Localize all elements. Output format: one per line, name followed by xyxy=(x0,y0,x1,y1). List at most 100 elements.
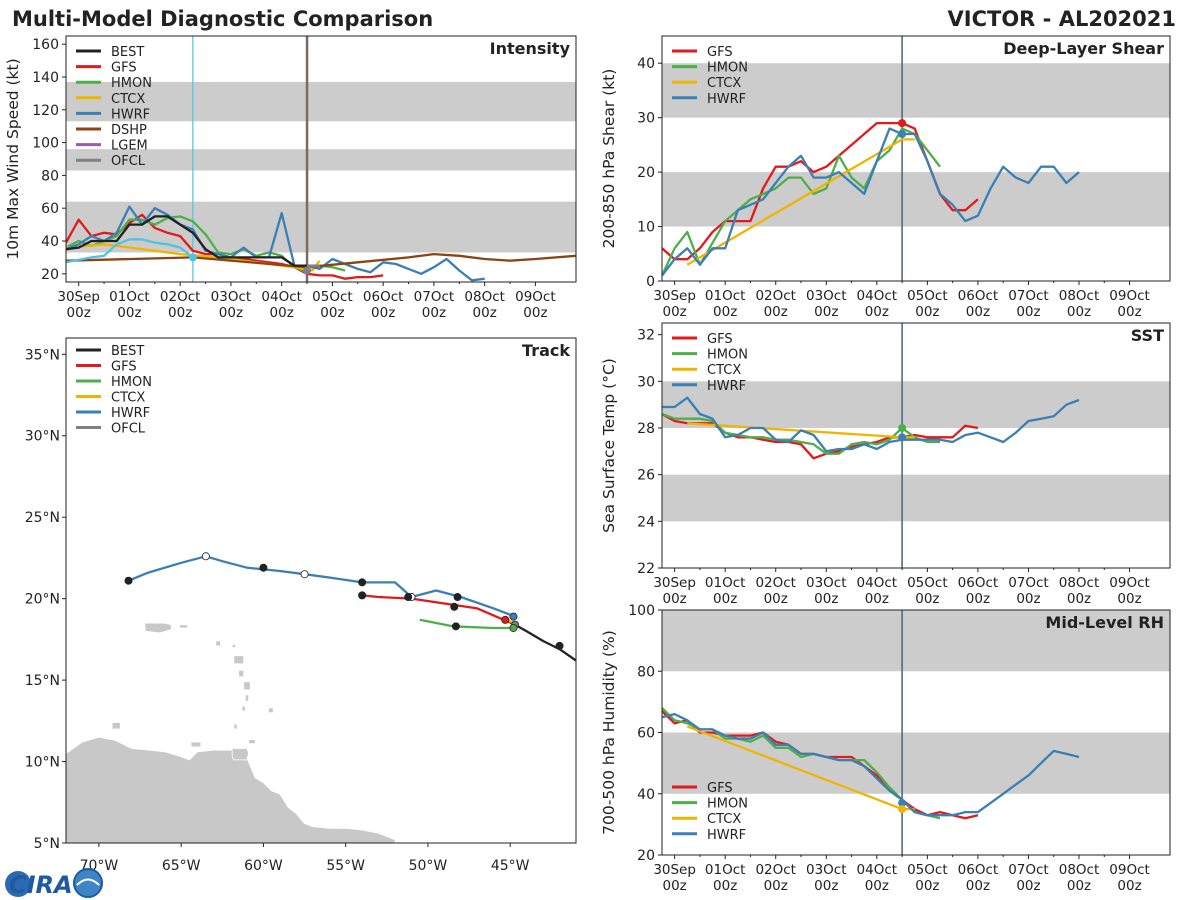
intensity-legend-label-hmon: HMON xyxy=(111,76,152,91)
rh-legend-label-gfs: GFS xyxy=(707,781,733,796)
shear-legend-label-hmon: HMON xyxy=(707,61,748,76)
shear-xtick-date: 05Oct xyxy=(907,288,948,304)
land-trinidad xyxy=(231,748,250,761)
intensity-xtick-date: 02Oct xyxy=(160,289,201,305)
sst-xtick-date: 01Oct xyxy=(705,575,746,591)
cira-logo: CIRA xyxy=(5,868,103,899)
track-title: Track xyxy=(522,341,570,360)
sst-band-0 xyxy=(662,474,1170,522)
track-xtick-label: 55°W xyxy=(326,858,365,874)
land-south-america xyxy=(66,736,396,843)
track-ytick-label: 30°N xyxy=(25,429,60,445)
shear-xtick-hour: 00z xyxy=(663,304,687,320)
sst-xtick-hour: 00z xyxy=(865,591,889,607)
intensity-xtick-date: 04Oct xyxy=(261,289,302,305)
track-xtick-label: 60°W xyxy=(244,858,283,874)
shear-xtick-date: 06Oct xyxy=(958,288,999,304)
sst-xtick-date: 03Oct xyxy=(806,575,847,591)
rh-title: Mid-Level RH xyxy=(1045,613,1164,632)
intensity-xtick-date: 01Oct xyxy=(109,289,150,305)
track-marker xyxy=(450,602,459,611)
track-ytick-label: 15°N xyxy=(25,673,60,689)
shear-xtick-date: 02Oct xyxy=(755,288,796,304)
track-marker xyxy=(259,563,268,572)
shear-xtick-hour: 00z xyxy=(966,304,990,320)
rh-ytick-label: 40 xyxy=(637,787,655,803)
logo-wave-icon xyxy=(76,878,100,886)
shear-panel: 01020304030Sep00z01Oct00z02Oct00z03Oct00… xyxy=(600,35,1171,320)
land-guadeloupe xyxy=(233,655,245,665)
intensity-legend-label-gfs: GFS xyxy=(111,61,137,76)
land-margarita xyxy=(190,741,202,748)
intensity-xtick-hour: 00z xyxy=(371,305,395,321)
land-st-kitts xyxy=(215,640,222,647)
intensity-band-1 xyxy=(66,149,576,171)
rh-ylabel: 700-500 hPa Humidity (%) xyxy=(600,630,618,835)
storm-id: VICTOR - AL202021 xyxy=(948,7,1176,31)
track-legend-label-hwrf: HWRF xyxy=(111,406,150,421)
shear-frame xyxy=(661,35,1171,282)
intensity-xtick-hour: 00z xyxy=(422,305,446,321)
shear-xtick-hour: 00z xyxy=(814,304,838,320)
rh-panel: 2040608010030Sep00z01Oct00z02Oct00z03Oct… xyxy=(600,603,1171,894)
track-marker xyxy=(358,578,367,587)
track-marker xyxy=(453,593,462,602)
land-martinique xyxy=(243,681,251,691)
track-ytick-label: 10°N xyxy=(25,755,60,771)
sst-title: SST xyxy=(1131,326,1164,345)
sst-legend-label-gfs: GFS xyxy=(707,332,733,347)
track-ytick-label: 20°N xyxy=(25,592,60,608)
shear-xtick-date: 01Oct xyxy=(705,288,746,304)
intensity-xtick-hour: 00z xyxy=(168,305,192,321)
intensity-frame xyxy=(65,35,577,283)
rh-ytick-label: 60 xyxy=(637,726,655,742)
logo-text: CIRA xyxy=(9,871,73,899)
rh-xtick-date: 02Oct xyxy=(755,862,796,878)
rh-xtick-hour: 00z xyxy=(713,878,737,894)
intensity-ytick-label: 20 xyxy=(41,267,59,283)
sst-xtick-date: 08Oct xyxy=(1059,575,1100,591)
track-marker xyxy=(509,623,518,632)
rh-point-hwrf-now xyxy=(898,798,907,807)
rh-xtick-date: 01Oct xyxy=(705,862,746,878)
rh-ytick-label: 20 xyxy=(637,848,655,864)
logo-seal-icon xyxy=(73,868,103,898)
rh-legend-label-hmon: HMON xyxy=(707,797,748,812)
intensity-xtick-date: 03Oct xyxy=(211,289,252,305)
rh-xtick-hour: 00z xyxy=(1117,878,1141,894)
intensity-legend-label-best: BEST xyxy=(111,45,144,60)
shear-xtick-hour: 00z xyxy=(713,304,737,320)
sst-xtick-hour: 00z xyxy=(764,591,788,607)
intensity-ytick-label: 140 xyxy=(32,70,59,86)
intensity-panel: 2040608010012014016030Sep00z01Oct00z02Oc… xyxy=(4,35,577,321)
shear-xtick-hour: 00z xyxy=(1016,304,1040,320)
intensity-xtick-date: 30Sep xyxy=(57,289,100,305)
shear-legend-label-ctcx: CTCX xyxy=(707,76,741,91)
shear-xtick-hour: 00z xyxy=(1117,304,1141,320)
sst-point-hmon-now xyxy=(898,424,907,432)
intensity-ytick-label: 160 xyxy=(32,37,59,53)
intensity-xtick-hour: 00z xyxy=(67,305,91,321)
rh-xtick-date: 07Oct xyxy=(1008,862,1049,878)
sst-legend-label-ctcx: CTCX xyxy=(707,363,741,378)
intensity-title: Intensity xyxy=(490,39,571,58)
rh-xtick-date: 04Oct xyxy=(857,862,898,878)
track-xtick-label: 50°W xyxy=(409,858,448,874)
sst-frame xyxy=(661,322,1171,569)
intensity-band-0 xyxy=(66,201,576,253)
land-dominica xyxy=(238,669,245,678)
track-legend-label-gfs: GFS xyxy=(111,360,137,375)
track-ytick-label: 5°N xyxy=(34,836,60,852)
rh-point-ctcx-now xyxy=(898,805,907,814)
land-puerto-rico xyxy=(144,622,172,634)
sst-ytick-label: 32 xyxy=(637,328,655,344)
track-marker xyxy=(124,576,133,585)
shear-series-hwrf xyxy=(662,127,1080,277)
track-marker xyxy=(201,552,210,561)
shear-legend-label-gfs: GFS xyxy=(707,45,733,60)
sst-xtick-date: 04Oct xyxy=(857,575,898,591)
shear-xtick-date: 30Sep xyxy=(653,288,696,304)
rh-xtick-hour: 00z xyxy=(1016,878,1040,894)
